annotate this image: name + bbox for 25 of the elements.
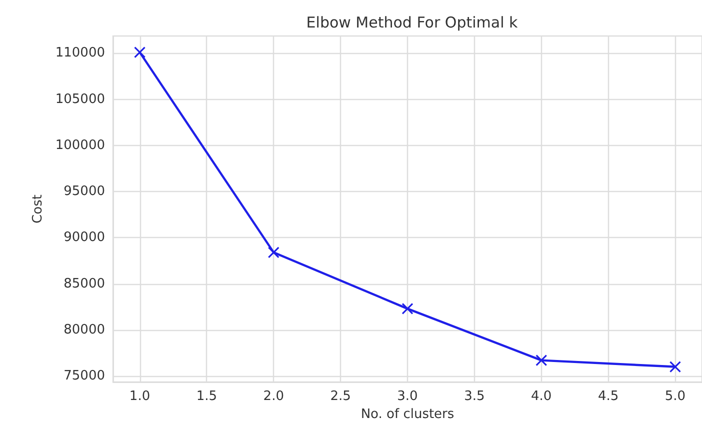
y-tick-label: 95000 (64, 184, 105, 200)
x-tick-label: 1.0 (129, 389, 150, 404)
x-tick-label: 4.5 (598, 389, 619, 404)
x-tick-label: 3.5 (464, 389, 485, 404)
y-tick-label: 90000 (64, 230, 105, 246)
x-tick-label: 3.0 (397, 389, 418, 404)
y-tick-label: 110000 (55, 46, 105, 61)
y-axis-title: Cost (30, 194, 46, 224)
x-axis-title: No. of clusters (360, 407, 454, 422)
y-tick-label: 75000 (64, 368, 105, 384)
point (134, 46, 146, 58)
y-tick-label: 85000 (64, 276, 105, 292)
x-tick-label: 4.0 (531, 389, 552, 404)
y-tick-label: 105000 (55, 92, 105, 107)
point (536, 354, 548, 366)
y-tick-label: 80000 (64, 322, 105, 338)
y-tick-label: 100000 (55, 138, 105, 153)
point (402, 302, 414, 314)
point (268, 246, 280, 258)
point (669, 360, 682, 373)
x-tick-label: 5.0 (664, 389, 686, 404)
x-tick-label: 2.5 (330, 389, 351, 404)
x-tick-label: 2.0 (263, 389, 284, 404)
chart-title: Elbow Method For Optimal k (306, 14, 518, 32)
x-tick-label: 1.5 (196, 389, 218, 404)
